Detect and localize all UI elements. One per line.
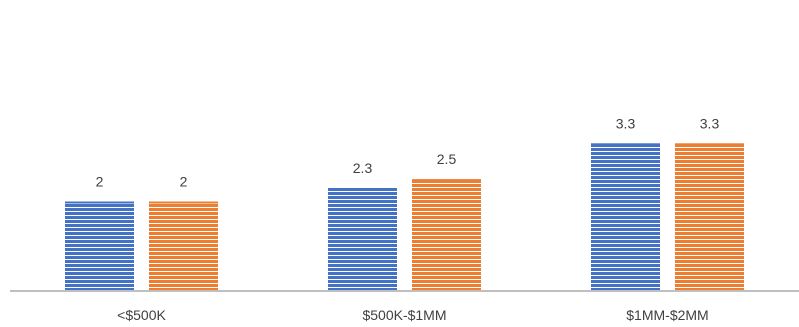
data-label-series1-cat1: 2 xyxy=(96,174,104,190)
bar-top-edge xyxy=(675,143,744,146)
bar-series1-cat1 xyxy=(65,201,134,291)
data-label-series1-cat2: 2.3 xyxy=(353,160,373,176)
data-label-series2-cat2: 2.5 xyxy=(437,151,457,167)
bar-top-edge xyxy=(412,179,481,182)
labels-layer: 2 2 2.3 2.5 3.3 3.3 xyxy=(96,115,720,189)
tick-labels-layer: <$500K $500K-$1MM $1MM-$2MM xyxy=(117,307,709,323)
data-label-series1-cat3: 3.3 xyxy=(616,115,636,131)
bar-top-edge xyxy=(591,143,660,146)
data-label-series2-cat3: 3.3 xyxy=(700,115,720,131)
bar-top-edge xyxy=(328,188,397,190)
x-tick-label: $1MM-$2MM xyxy=(626,307,708,323)
bar-series2-cat3 xyxy=(675,143,744,291)
bar-series1-cat2 xyxy=(328,188,397,291)
x-tick-label: $500K-$1MM xyxy=(362,307,446,323)
bar-top-edge xyxy=(149,201,218,204)
data-label-series2-cat1: 2 xyxy=(180,174,188,190)
bars-layer xyxy=(65,143,744,291)
bar-top-edge xyxy=(65,201,134,204)
bar-series2-cat1 xyxy=(149,201,218,291)
x-tick-label: <$500K xyxy=(117,307,166,323)
bar-series2-cat2 xyxy=(412,179,481,291)
bar-series1-cat3 xyxy=(591,143,660,291)
